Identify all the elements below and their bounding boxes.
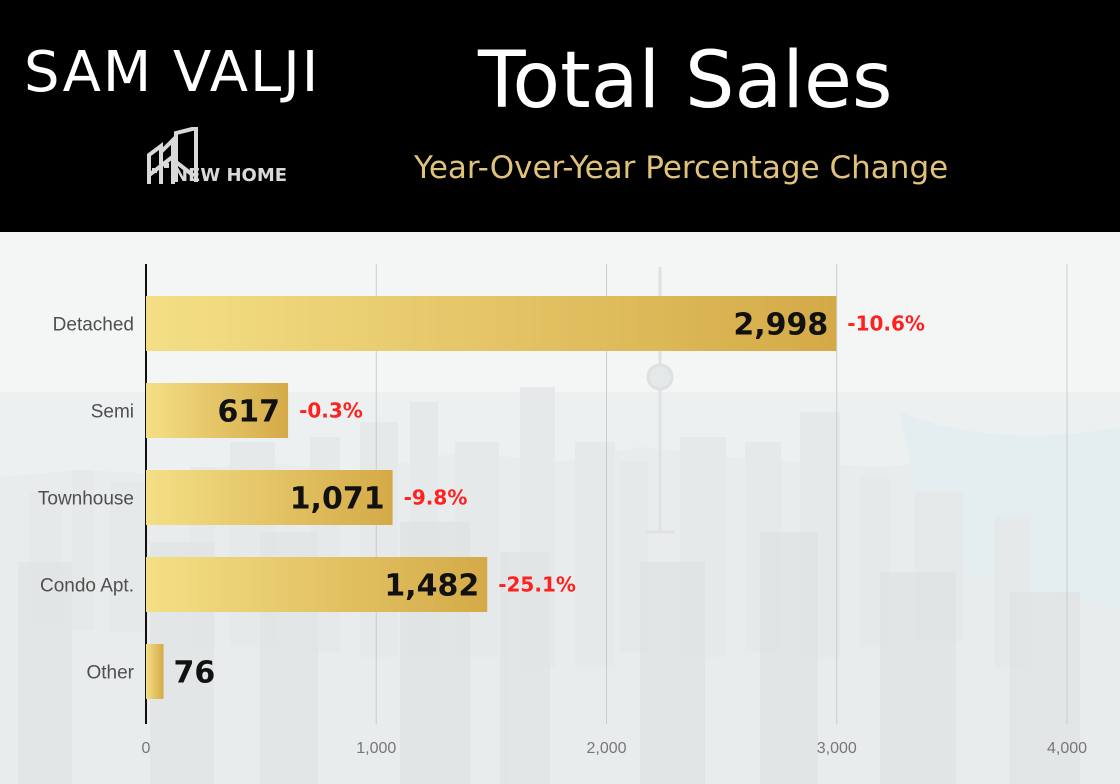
brand-logo: NEW HOME [146, 127, 287, 187]
bar-detached [146, 296, 837, 351]
chart-title: Total Sales [478, 36, 893, 126]
value-label: 1,071 [290, 482, 385, 517]
bar-condo-apt [146, 557, 488, 612]
category-label: Other [86, 663, 134, 684]
labels-layer: 0 1,000 2,000 3,000 4,000 Detached 2,998 -10.6%… [38, 308, 1087, 758]
x-tick-label: 3,000 [817, 740, 857, 757]
brand-name: SAM VALJI [24, 40, 321, 105]
yoy-change-label: -25.1% [498, 573, 576, 597]
logo-text: NEW HOME [173, 165, 288, 186]
bar-semi [146, 383, 289, 438]
bar-other [146, 644, 164, 699]
category-label: Townhouse [38, 489, 134, 510]
x-tick-label: 0 [142, 740, 151, 757]
x-tick-label: 1,000 [356, 740, 396, 757]
value-label: 617 [217, 395, 280, 430]
bar-townhouse [146, 470, 393, 525]
yoy-change-label: -0.3% [299, 399, 363, 423]
x-tick-label: 4,000 [1047, 740, 1087, 757]
category-label: Condo Apt. [40, 576, 134, 597]
value-label: 1,482 [384, 569, 479, 604]
building-logo-icon [146, 127, 198, 184]
value-label: 2,998 [733, 308, 828, 343]
bars-layer [146, 296, 837, 699]
yoy-change-label: -10.6% [847, 312, 925, 336]
category-label: Detached [53, 315, 134, 336]
category-label: Semi [91, 402, 134, 423]
value-label: 76 [173, 656, 215, 691]
x-tick-label: 2,000 [586, 740, 626, 757]
chart-subtitle: Year-Over-Year Percentage Change [414, 150, 949, 186]
header-banner: SAM VALJI NEW HOME Total Sales Year-Over… [0, 0, 1120, 232]
yoy-change-label: -9.8% [404, 486, 468, 510]
